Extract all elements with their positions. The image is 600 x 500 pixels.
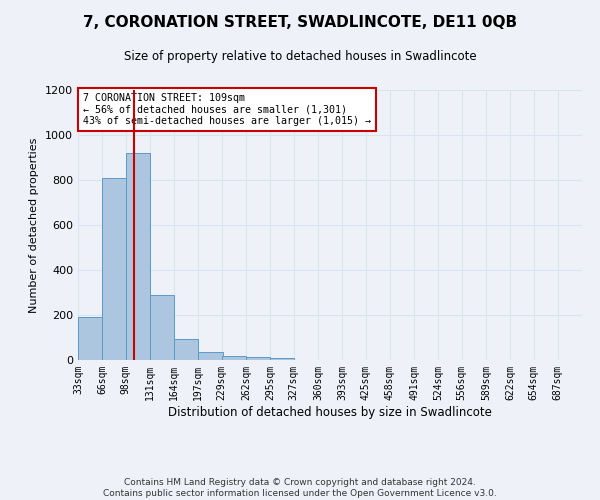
Text: 7, CORONATION STREET, SWADLINCOTE, DE11 0QB: 7, CORONATION STREET, SWADLINCOTE, DE11 … — [83, 15, 517, 30]
Y-axis label: Number of detached properties: Number of detached properties — [29, 138, 40, 312]
Text: 7 CORONATION STREET: 109sqm
← 56% of detached houses are smaller (1,301)
43% of : 7 CORONATION STREET: 109sqm ← 56% of det… — [83, 92, 371, 126]
Text: Size of property relative to detached houses in Swadlincote: Size of property relative to detached ho… — [124, 50, 476, 63]
Bar — [246, 356, 270, 360]
Bar — [78, 318, 102, 360]
Bar — [102, 178, 127, 360]
Bar — [174, 338, 199, 360]
X-axis label: Distribution of detached houses by size in Swadlincote: Distribution of detached houses by size … — [168, 406, 492, 418]
Bar — [199, 352, 223, 360]
Bar — [222, 356, 246, 360]
Text: Contains HM Land Registry data © Crown copyright and database right 2024.
Contai: Contains HM Land Registry data © Crown c… — [103, 478, 497, 498]
Bar — [270, 358, 295, 360]
Bar — [150, 294, 174, 360]
Bar — [125, 153, 150, 360]
